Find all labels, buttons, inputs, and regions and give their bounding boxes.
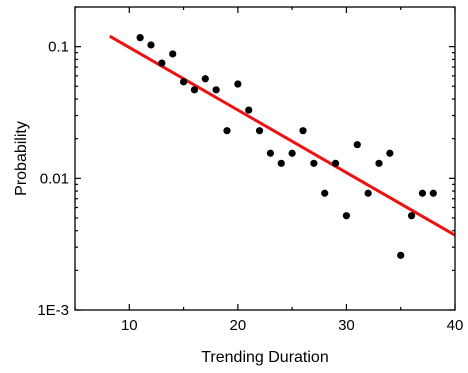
- data-point: [331, 159, 340, 167]
- axis-ticks: 10 20 30 40 0.1 0.01 1E-3: [37, 6, 464, 334]
- data-point: [136, 34, 144, 42]
- y-tick-label: 0.1: [48, 39, 69, 56]
- data-point: [277, 159, 285, 167]
- data-point: [342, 212, 351, 220]
- x-tick-label: 10: [121, 317, 138, 334]
- data-point: [190, 86, 199, 94]
- plot-frame: [74, 6, 456, 311]
- data-point: [429, 189, 437, 197]
- plot-marks: [108, 34, 456, 259]
- data-point: [201, 75, 209, 83]
- data-point: [321, 189, 329, 197]
- data-point: [147, 41, 155, 49]
- data-point: [299, 127, 307, 135]
- y-axis-title: Probability: [13, 121, 30, 196]
- data-point: [375, 159, 383, 167]
- data-point: [234, 80, 242, 88]
- x-tick-label: 40: [447, 317, 464, 334]
- data-point: [169, 50, 177, 58]
- fit-line: [108, 34, 456, 237]
- data-point: [179, 78, 188, 86]
- data-point: [288, 149, 296, 157]
- x-tick-label: 30: [338, 317, 355, 334]
- data-point: [364, 189, 372, 197]
- data-point: [353, 141, 361, 149]
- data-point: [255, 127, 264, 135]
- data-point: [407, 212, 416, 220]
- data-point: [245, 106, 253, 114]
- data-point: [418, 189, 427, 197]
- data-point: [212, 86, 220, 94]
- data-point: [223, 127, 231, 135]
- data-point: [266, 149, 275, 157]
- x-axis-title: Trending Duration: [201, 349, 328, 366]
- data-point: [386, 149, 394, 157]
- data-point: [310, 159, 318, 167]
- x-tick-label: 20: [230, 317, 247, 334]
- data-point: [158, 59, 166, 67]
- y-tick-label: 0.01: [40, 170, 69, 187]
- y-tick-label: 1E-3: [37, 302, 69, 319]
- data-point: [397, 251, 405, 259]
